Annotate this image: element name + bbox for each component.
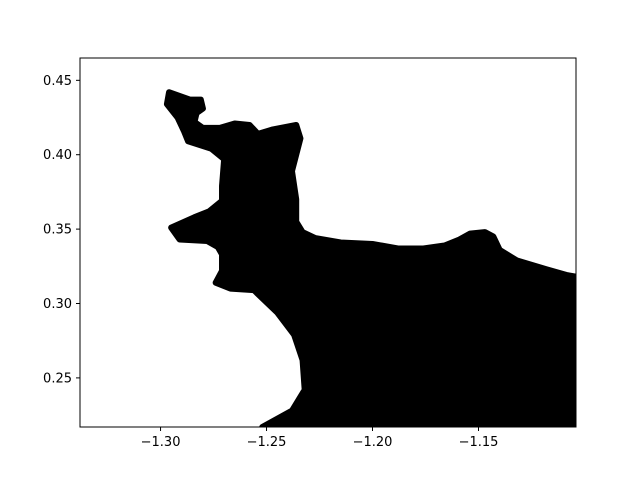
x-tick-label: −1.25 xyxy=(247,435,287,450)
y-tick-label: 0.40 xyxy=(43,148,72,163)
series-region-0 xyxy=(163,89,576,427)
y-tick-label: 0.35 xyxy=(43,223,72,238)
y-tick-label: 0.45 xyxy=(43,74,72,89)
x-axis: −1.30 −1.25 −1.20 −1.15 xyxy=(141,427,499,450)
y-axis: 0.25 0.30 0.35 0.40 0.45 xyxy=(43,74,80,386)
x-tick-label: −1.20 xyxy=(353,435,393,450)
plot-frame xyxy=(79,57,577,428)
y-tick-label: 0.25 xyxy=(43,371,72,386)
y-tick-label: 0.30 xyxy=(43,297,72,312)
x-tick-label: −1.30 xyxy=(141,435,181,450)
series-layer xyxy=(163,89,576,427)
x-tick-label: −1.15 xyxy=(459,435,499,450)
